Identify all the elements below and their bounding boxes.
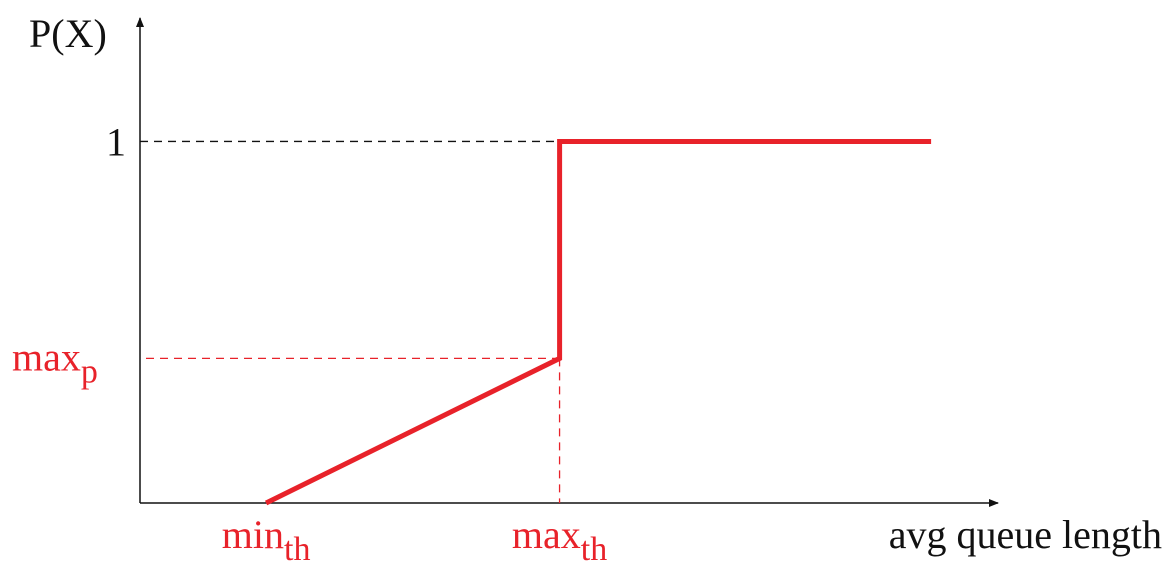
- y-axis-label: P(X): [29, 11, 107, 56]
- x-axis-label: avg queue length: [889, 512, 1162, 557]
- max-p-label: maxp: [12, 334, 98, 390]
- max-th-label-sub: th: [581, 531, 607, 568]
- max-th-label: maxth: [512, 512, 607, 568]
- max-p-label-sub: p: [81, 353, 98, 390]
- max-th-label-main: max: [512, 512, 581, 557]
- max-p-label-main: max: [12, 334, 81, 379]
- drop-probability-curve: [264, 139, 932, 506]
- min-th-label-sub: th: [284, 531, 310, 568]
- y-tick-label-one: 1: [106, 119, 126, 164]
- min-th-label: minth: [222, 512, 311, 568]
- min-th-label-main: min: [222, 512, 284, 557]
